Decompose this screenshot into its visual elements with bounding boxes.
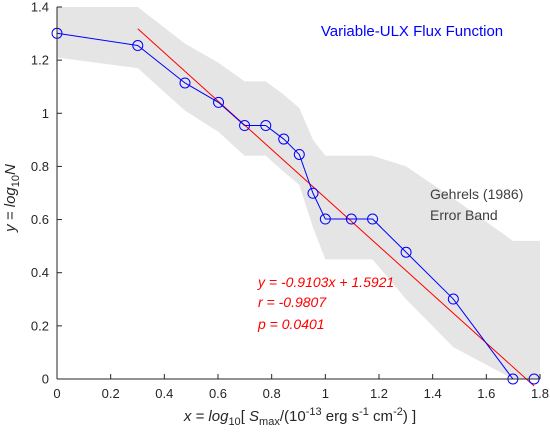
x-tick-label-5: 1 <box>322 386 329 401</box>
fit-r-annotation: r = -0.9807 <box>258 294 327 310</box>
data-series-line <box>56 32 535 380</box>
y-tick-label-7: 1.4 <box>31 0 49 15</box>
data-point-3 <box>213 96 225 108</box>
error-band-label: Gehrels (1986) Error Band <box>430 186 527 223</box>
y-axis-label: y = log10N <box>2 164 22 233</box>
y-tick-label-6: 1.2 <box>31 53 49 68</box>
tick-layer: 0 0.2 0.4 0.6 0.8 1 1.2 1.4 1.6 1.8 0 0.2 0.4 0.6 0.8 1… <box>31 0 549 401</box>
data-point-7 <box>293 148 305 160</box>
data-point-6 <box>278 133 290 145</box>
y-tick-label-5: 1 <box>42 106 49 121</box>
x-tick-label-9: 1.8 <box>531 386 549 401</box>
y-tick-label-3: 0.6 <box>31 212 49 227</box>
x-tick-label-0: 0 <box>53 386 60 401</box>
error-band <box>57 7 540 379</box>
data-point-2 <box>179 77 191 89</box>
error-band-label-line1: Gehrels (1986) <box>430 186 523 202</box>
data-point-12 <box>400 246 412 258</box>
data-point-1 <box>132 40 144 52</box>
data-point-5 <box>260 120 272 132</box>
x-tick-label-7: 1.4 <box>424 386 442 401</box>
fit-equation-annotation: y = -0.9103x + 1.5921 <box>257 274 394 290</box>
x-tick-label-2: 0.4 <box>155 386 173 401</box>
x-axis-label: x = log10[ Smax/(10-13 erg s-1 cm-2) ] <box>183 406 416 428</box>
x-tick-label-4: 0.8 <box>263 386 281 401</box>
data-point-11 <box>367 213 379 225</box>
data-point-10 <box>345 213 357 225</box>
axes-frame <box>56 7 540 380</box>
data-point-4 <box>239 120 251 132</box>
x-tick-label-8: 1.6 <box>477 386 495 401</box>
y-tick-label-0: 0 <box>42 372 49 387</box>
fit-p-annotation: p = 0.0401 <box>257 316 325 332</box>
chart-title: Variable-ULX Flux Function <box>321 23 503 40</box>
data-point-8 <box>307 187 319 199</box>
y-tick-label-2: 0.4 <box>31 265 49 280</box>
x-tick-label-1: 0.2 <box>102 386 120 401</box>
data-point-9 <box>319 213 331 225</box>
fit-line-layer <box>137 28 535 387</box>
y-tick-label-1: 0.2 <box>31 318 49 333</box>
x-tick-label-3: 0.6 <box>209 386 227 401</box>
y-tick-label-4: 0.8 <box>31 159 49 174</box>
error-band-layer <box>57 7 540 379</box>
error-band-label-line2: Error Band <box>430 207 498 223</box>
data-point-13 <box>447 293 459 305</box>
x-tick-label-6: 1.2 <box>370 386 388 401</box>
fit-line <box>137 28 535 387</box>
